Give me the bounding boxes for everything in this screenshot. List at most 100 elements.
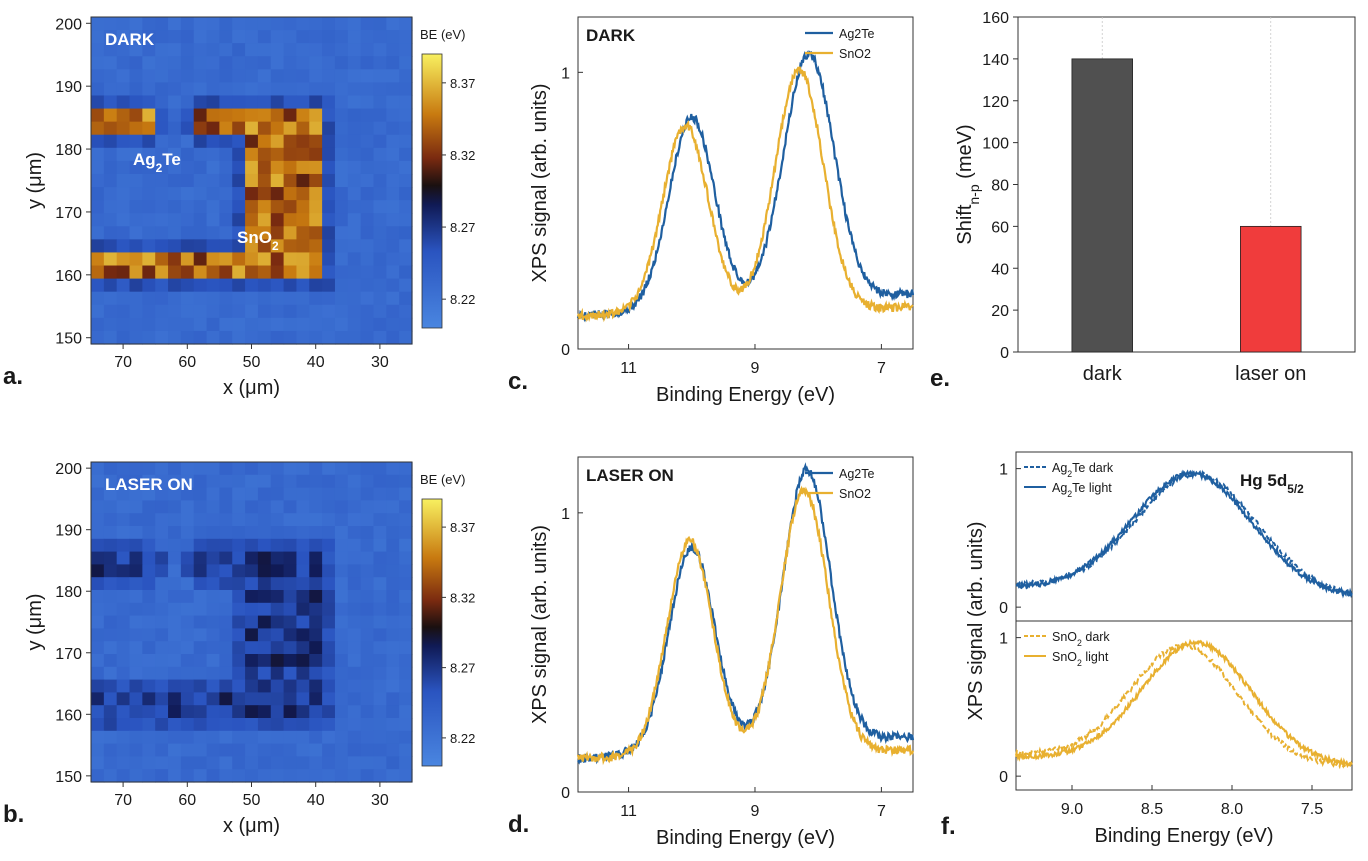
heatmap-cell: [155, 513, 169, 527]
heatmap-cell: [245, 602, 259, 617]
panel-b-heatmap: 70 60 50 40 30 150 160 170 180 190 200 x (μm) y (μm)…: [3, 461, 475, 837]
heatmap-cell: [270, 108, 285, 123]
heatmap-cell: [91, 564, 105, 578]
colorbar-tick-label: 8.37: [450, 76, 475, 91]
heatmap-cell: [283, 304, 298, 319]
heatmap-cell: [347, 330, 362, 345]
panel-label: f.: [941, 813, 956, 840]
heatmap-cell: [347, 30, 362, 44]
heatmap-cell: [142, 226, 156, 240]
series-line-ag2te: [576, 50, 915, 323]
heatmap-cell: [245, 462, 259, 476]
heatmap-cell: [373, 82, 387, 97]
heatmap-cell: [347, 239, 362, 254]
heatmap-cell: [296, 147, 310, 162]
heatmap-cell: [180, 134, 195, 149]
heatmap-cell: [219, 82, 233, 97]
heatmap-cell: [219, 654, 233, 668]
heatmap-cell: [193, 641, 208, 655]
heatmap-cell: [309, 121, 323, 136]
heatmap-cell: [399, 577, 413, 591]
heatmap-cell: [180, 95, 195, 110]
heatmap-cell: [245, 226, 259, 240]
heatmap-cell: [373, 160, 387, 175]
heatmap-cell: [245, 718, 259, 732]
heatmap-cell: [193, 526, 208, 540]
heatmap-cell: [219, 590, 233, 604]
x-tick-label: 70: [114, 354, 132, 371]
heatmap-cell: [193, 590, 208, 604]
heatmap-cell: [399, 666, 413, 681]
heatmap-cell: [129, 577, 143, 591]
heatmap-cell: [168, 291, 182, 306]
heatmap-cell: [180, 538, 195, 553]
heatmap-cell: [360, 769, 375, 783]
heatmap-cell: [116, 474, 131, 489]
heatmap-cell: [309, 330, 323, 345]
heatmap-cell: [155, 474, 169, 489]
heatmap-cell: [129, 564, 143, 578]
x-tick-label: 9: [751, 803, 760, 820]
heatmap-cell: [360, 330, 375, 345]
heatmap-cell: [347, 317, 362, 332]
heatmap-cell: [232, 108, 246, 123]
heatmap-cell: [206, 474, 220, 489]
heatmap-cell: [91, 108, 105, 123]
heatmap-cell: [103, 304, 118, 319]
heatmap-cell: [257, 602, 272, 617]
heatmap-cell: [347, 730, 362, 745]
heatmap-cell: [91, 513, 105, 527]
heatmap-cell: [386, 526, 400, 540]
heatmap-cell: [309, 252, 323, 267]
heatmap-cell: [232, 291, 246, 306]
heatmap-cell: [206, 173, 220, 188]
heatmap-cell: [283, 330, 298, 345]
heatmap-cell: [309, 666, 323, 681]
heatmap-cell: [155, 692, 169, 706]
heatmap-cell: [257, 213, 272, 227]
heatmap-cells: [91, 462, 413, 783]
heatmap-cell: [360, 265, 375, 280]
heatmap-cell: [245, 769, 259, 783]
heatmap-cell: [155, 121, 169, 136]
heatmap-cell: [180, 252, 195, 267]
panel-e-bar-chart: dark laser on 0 20 40 60 80 100 120 140 160 Shiftn-…: [930, 10, 1356, 392]
heatmap-cell: [116, 730, 131, 745]
heatmap-cell: [360, 487, 375, 501]
heatmap-cell: [142, 692, 156, 706]
heatmap-cell: [322, 252, 336, 267]
heatmap-cell: [155, 291, 169, 306]
heatmap-cell: [309, 187, 323, 201]
heatmap-cell: [193, 551, 208, 565]
heatmap-cell: [347, 17, 362, 31]
heatmap-cell: [232, 526, 246, 540]
heatmap-cell: [373, 462, 387, 476]
heatmap-cell: [180, 487, 195, 501]
heatmap-cell: [399, 173, 413, 188]
heatmap-cell: [91, 692, 105, 706]
heatmap-cell: [322, 95, 336, 110]
heatmap-cell: [129, 628, 143, 642]
heatmap-cell: [360, 291, 375, 306]
heatmap-cell: [270, 641, 285, 655]
heatmap-cell: [219, 666, 233, 681]
heatmap-cell: [334, 641, 349, 655]
heatmap-cell: [180, 17, 195, 31]
heatmap-cell: [399, 551, 413, 565]
heatmap-cell: [386, 30, 400, 44]
y-axis-label: XPS signal (arb. units): [529, 84, 551, 283]
heatmap-cell: [219, 526, 233, 540]
colorbar-label: BE (eV): [420, 27, 466, 42]
heatmap-cell: [322, 304, 336, 319]
heatmap-cell: [129, 590, 143, 604]
heatmap-cell: [322, 551, 336, 565]
heatmap-cell: [219, 291, 233, 306]
heatmap-cell: [232, 590, 246, 604]
heatmap-cell: [142, 577, 156, 591]
heatmap-cell: [232, 121, 246, 136]
heatmap-cell: [283, 317, 298, 332]
heatmap-cell: [193, 756, 208, 770]
heatmap-cell: [270, 160, 285, 175]
heatmap-cell: [309, 69, 323, 83]
heatmap-cell: [296, 769, 310, 783]
